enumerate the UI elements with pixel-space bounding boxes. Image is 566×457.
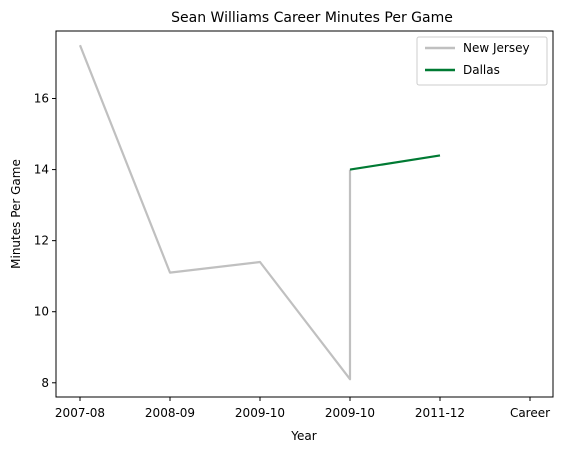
plot-area <box>55 30 554 398</box>
x-tick-label: 2008-09 <box>145 406 195 420</box>
y-tick-label: 16 <box>34 92 49 106</box>
series-line-dallas <box>349 154 441 171</box>
y-axis: 8 10 12 14 16 <box>34 92 56 390</box>
legend: New Jersey Dallas <box>416 36 548 86</box>
x-tick-label: 2009-10 <box>325 406 375 420</box>
x-tick-label: 2011-12 <box>415 406 465 420</box>
chart-title: Sean Williams Career Minutes Per Game <box>171 10 453 26</box>
y-tick-label: 12 <box>34 234 49 248</box>
x-axis: 2007-08 2008-09 2009-10 2009-10 2011-12 Caree… <box>55 397 550 420</box>
series-line-new-jersey <box>78 44 352 381</box>
y-axis-label: Minutes Per Game <box>9 159 23 269</box>
x-tick-label: Career <box>510 406 550 420</box>
x-axis-label: Year <box>290 429 316 443</box>
legend-label-dallas: Dallas <box>463 63 500 77</box>
y-tick-label: 14 <box>34 163 49 177</box>
x-tick-label: 2009-10 <box>235 406 285 420</box>
y-tick-label: 10 <box>34 305 49 319</box>
y-tick-label: 8 <box>41 376 49 390</box>
series-lines <box>78 44 441 381</box>
legend-label-new-jersey: New Jersey <box>463 41 530 55</box>
x-tick-label: 2007-08 <box>55 406 105 420</box>
